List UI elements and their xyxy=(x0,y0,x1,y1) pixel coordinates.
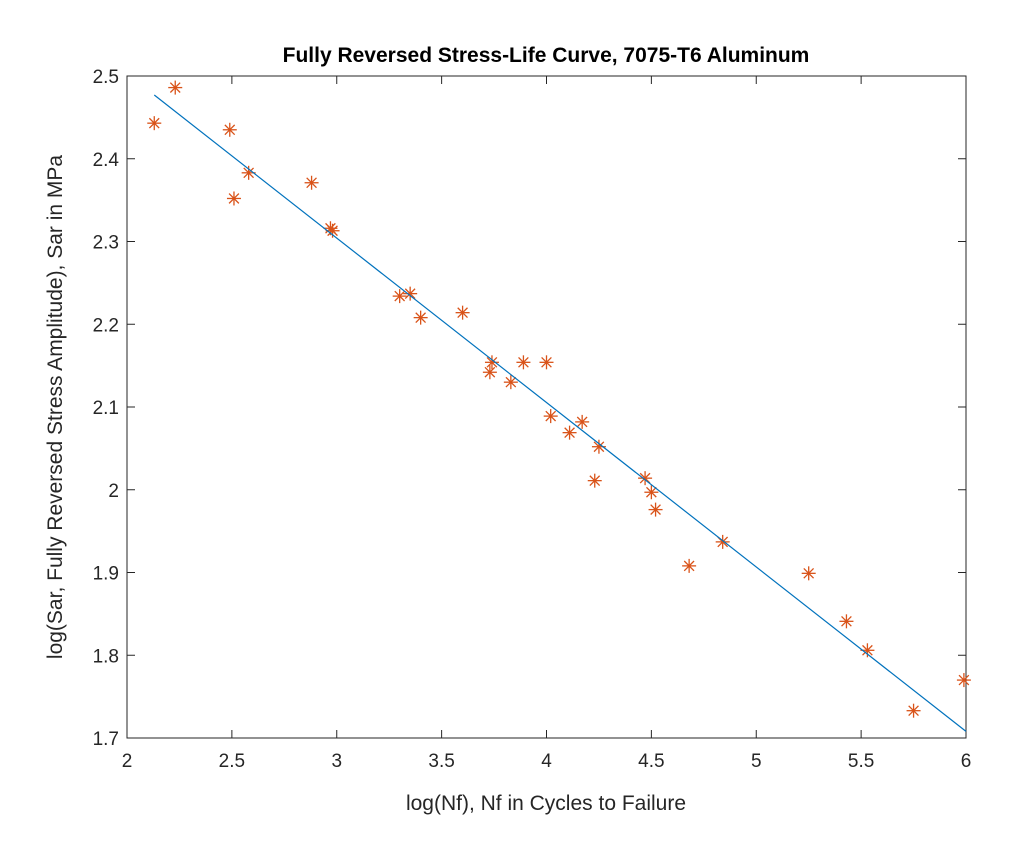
fit-line xyxy=(153,94,967,732)
data-point xyxy=(304,175,319,190)
data-point xyxy=(682,558,697,573)
y-tick-label: 2.1 xyxy=(93,398,119,419)
data-point xyxy=(638,471,653,486)
data-point xyxy=(575,414,590,429)
data-point xyxy=(543,409,558,424)
chart-title: Fully Reversed Stress-Life Curve, 7075-T… xyxy=(283,44,810,67)
data-point xyxy=(222,122,237,137)
data-point xyxy=(147,116,162,131)
x-tick-label: 5.5 xyxy=(848,751,874,772)
data-point xyxy=(484,355,499,370)
y-tick-label: 2.4 xyxy=(93,150,120,171)
data-point xyxy=(644,485,659,500)
y-tick-label: 2.2 xyxy=(93,315,119,336)
y-tick-label: 1.9 xyxy=(93,564,119,585)
data-point xyxy=(455,305,470,320)
x-tick-label: 3 xyxy=(331,751,342,772)
y-tick-label: 2.5 xyxy=(93,67,119,88)
data-point xyxy=(482,365,497,380)
data-point xyxy=(392,289,407,304)
x-tick-label: 2.5 xyxy=(219,751,245,772)
y-tick-label: 1.8 xyxy=(93,646,119,667)
y-tick-label: 2.3 xyxy=(93,233,119,254)
data-point xyxy=(648,502,663,517)
data-point xyxy=(956,673,971,688)
data-point xyxy=(539,355,554,370)
data-point xyxy=(226,191,241,206)
x-tick-label: 2 xyxy=(122,751,133,772)
y-axis-label: log(Sar, Fully Reversed Stress Amplitude… xyxy=(44,155,67,660)
data-point xyxy=(801,566,816,581)
data-point xyxy=(403,286,418,301)
data-point xyxy=(503,375,518,390)
data-point xyxy=(413,310,428,325)
data-point xyxy=(168,80,183,95)
data-point xyxy=(906,703,921,718)
data-point xyxy=(839,614,854,629)
data-point xyxy=(587,473,602,488)
x-tick-label: 3.5 xyxy=(428,751,454,772)
plot-area xyxy=(126,75,967,739)
y-tick-label: 2 xyxy=(108,481,119,502)
x-tick-label: 5 xyxy=(751,751,762,772)
x-tick-label: 4 xyxy=(541,751,552,772)
data-point xyxy=(562,425,577,440)
x-tick-label: 6 xyxy=(961,751,972,772)
data-point xyxy=(591,439,606,454)
x-tick-label: 4.5 xyxy=(638,751,664,772)
x-axis-label: log(Nf), Nf in Cycles to Failure xyxy=(406,792,686,815)
y-tick-label: 1.7 xyxy=(93,729,119,750)
data-point xyxy=(516,355,531,370)
